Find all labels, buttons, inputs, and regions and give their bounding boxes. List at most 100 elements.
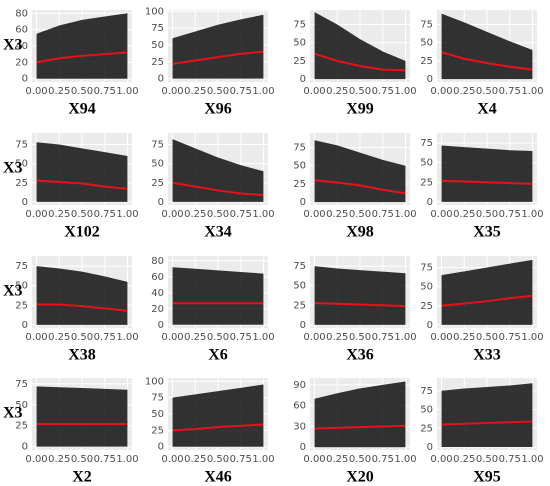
y-axis-label: X3 bbox=[3, 160, 23, 177]
pdp-line bbox=[441, 51, 533, 71]
x-tick-label: 0.00 bbox=[430, 86, 452, 97]
x-tick-label: 1.00 bbox=[252, 209, 274, 220]
y-tick-label: 20 bbox=[15, 57, 28, 68]
x-axis-label: X20 bbox=[346, 469, 374, 486]
x-tick-label: 0.50 bbox=[476, 86, 498, 97]
x-tick-label: 1.00 bbox=[252, 86, 274, 97]
x-axis-label: X96 bbox=[204, 101, 232, 118]
y-tick-label: 0 bbox=[427, 442, 433, 453]
y-tick-label: 60 bbox=[293, 401, 306, 412]
x-tick-label: 0.25 bbox=[326, 454, 348, 465]
x-tick-label: 0.00 bbox=[430, 332, 452, 343]
pdp-line bbox=[172, 50, 264, 65]
y-tick-label: 75 bbox=[151, 393, 164, 404]
pdp-line bbox=[36, 179, 128, 190]
y-tick-label: 0 bbox=[158, 197, 164, 208]
y-tick-label: 80 bbox=[151, 256, 164, 267]
x-tick-label: 0.75 bbox=[372, 209, 394, 220]
x-tick-label: 0.25 bbox=[184, 209, 206, 220]
x-tick-label: 0.00 bbox=[303, 86, 325, 97]
x-axis-label: X98 bbox=[346, 224, 374, 241]
x-tick-label: 0.50 bbox=[349, 454, 371, 465]
x-tick-label: 0.75 bbox=[499, 86, 521, 97]
x-tick-label: 0.00 bbox=[161, 454, 183, 465]
y-tick-label: 50 bbox=[420, 158, 433, 169]
x-axis-label: X94 bbox=[68, 101, 96, 118]
x-tick-label: 1.00 bbox=[521, 454, 543, 465]
y-tick-label: 0 bbox=[300, 320, 306, 331]
x-tick-label: 0.25 bbox=[453, 209, 475, 220]
x-tick-label: 0.00 bbox=[25, 454, 47, 465]
ice-band bbox=[441, 145, 533, 202]
y-tick-label: 0 bbox=[427, 74, 433, 85]
ice-band bbox=[441, 383, 533, 447]
y-tick-label: 25 bbox=[420, 423, 433, 434]
y-tick-label: 50 bbox=[420, 38, 433, 49]
y-tick-label: 75 bbox=[420, 386, 433, 397]
y-tick-label: 50 bbox=[293, 38, 306, 49]
ice-band bbox=[36, 266, 128, 325]
y-tick-label: 0 bbox=[427, 320, 433, 331]
pdp-line bbox=[314, 424, 406, 430]
x-tick-label: 1.00 bbox=[252, 332, 274, 343]
x-tick-label: 0.00 bbox=[303, 332, 325, 343]
x-tick-label: 0.75 bbox=[94, 86, 116, 97]
x-tick-label: 0.75 bbox=[94, 454, 116, 465]
x-tick-label: 0.00 bbox=[161, 332, 183, 343]
y-tick-label: 30 bbox=[293, 421, 306, 432]
y-tick-label: 25 bbox=[293, 300, 306, 311]
y-tick-label: 50 bbox=[293, 161, 306, 172]
x-tick-label: 1.00 bbox=[394, 86, 416, 97]
x-tick-label: 0.00 bbox=[25, 209, 47, 220]
y-tick-label: 75 bbox=[15, 139, 28, 150]
x-tick-label: 1.00 bbox=[521, 209, 543, 220]
x-tick-label: 0.00 bbox=[25, 86, 47, 97]
x-tick-label: 0.25 bbox=[48, 332, 70, 343]
x-tick-label: 0.00 bbox=[303, 454, 325, 465]
y-tick-label: 25 bbox=[151, 425, 164, 436]
x-axis-label: X33 bbox=[473, 347, 501, 364]
y-tick-label: 60 bbox=[15, 25, 28, 36]
y-tick-label: 75 bbox=[151, 139, 164, 150]
y-tick-label: 25 bbox=[151, 57, 164, 68]
x-tick-label: 0.50 bbox=[207, 332, 229, 343]
y-tick-label: 50 bbox=[151, 409, 164, 420]
x-tick-label: 0.50 bbox=[71, 209, 93, 220]
ice-band bbox=[314, 266, 406, 325]
y-tick-label: 50 bbox=[151, 159, 164, 170]
x-tick-label: 1.00 bbox=[116, 86, 138, 97]
y-tick-label: 0 bbox=[300, 197, 306, 208]
ice-band bbox=[441, 13, 533, 80]
x-tick-label: 0.75 bbox=[230, 454, 252, 465]
x-tick-label: 0.50 bbox=[349, 86, 371, 97]
x-tick-label: 0.25 bbox=[48, 454, 70, 465]
y-tick-label: 25 bbox=[420, 301, 433, 312]
x-tick-label: 0.75 bbox=[230, 86, 252, 97]
x-tick-label: 0.25 bbox=[326, 86, 348, 97]
x-tick-label: 0.50 bbox=[349, 332, 371, 343]
y-tick-label: 25 bbox=[420, 177, 433, 188]
x-axis-label: X2 bbox=[72, 469, 92, 486]
pdp-line bbox=[314, 179, 406, 195]
y-tick-label: 25 bbox=[15, 300, 28, 311]
y-tick-label: 75 bbox=[15, 379, 28, 390]
pdp-line bbox=[314, 52, 406, 72]
y-axis-label: X3 bbox=[3, 37, 23, 54]
ice-band bbox=[314, 140, 406, 203]
x-tick-label: 0.50 bbox=[349, 209, 371, 220]
y-tick-label: 25 bbox=[151, 178, 164, 189]
pdp-line bbox=[314, 301, 406, 308]
y-tick-label: 20 bbox=[151, 304, 164, 315]
x-tick-label: 0.75 bbox=[499, 209, 521, 220]
x-tick-label: 0.00 bbox=[430, 209, 452, 220]
x-tick-label: 0.50 bbox=[207, 209, 229, 220]
x-tick-label: 0.75 bbox=[372, 86, 394, 97]
x-tick-label: 0.25 bbox=[48, 86, 70, 97]
y-tick-label: 0 bbox=[22, 74, 28, 85]
ice-band bbox=[36, 386, 128, 447]
x-tick-label: 0.75 bbox=[230, 209, 252, 220]
x-tick-label: 0.25 bbox=[48, 209, 70, 220]
y-tick-label: 75 bbox=[151, 23, 164, 34]
y-tick-label: 50 bbox=[420, 282, 433, 293]
x-tick-label: 1.00 bbox=[521, 86, 543, 97]
